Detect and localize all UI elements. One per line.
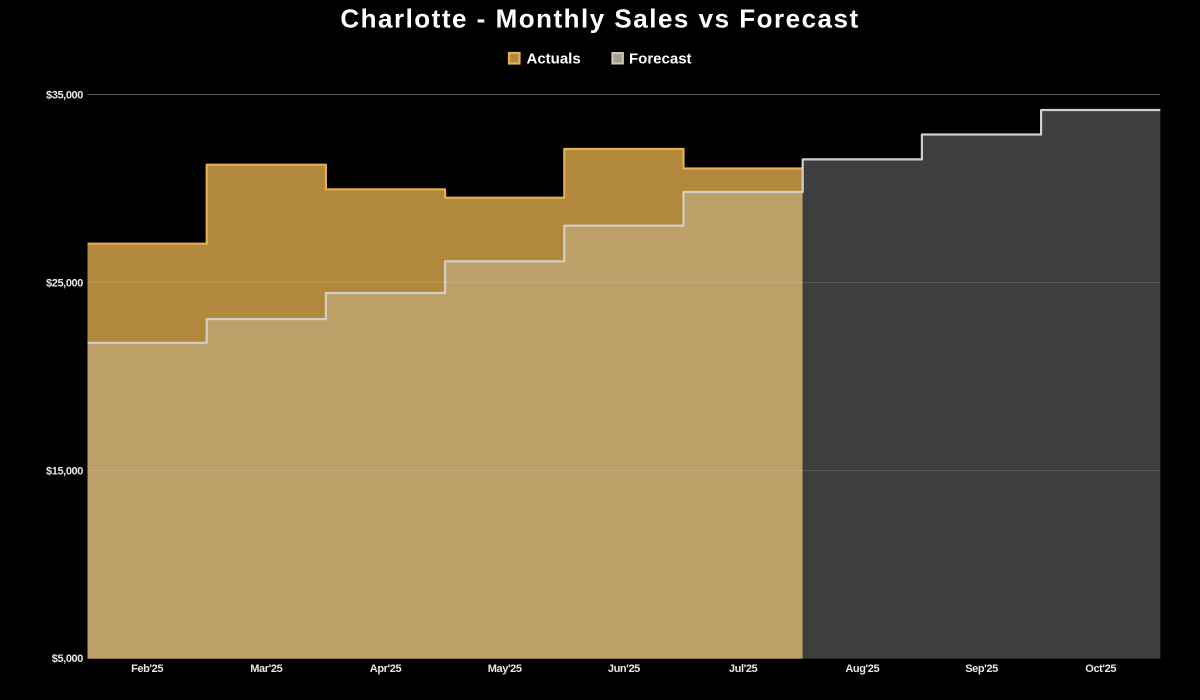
svg-text:Apr'25: Apr'25 [370,663,402,675]
svg-text:$5,000: $5,000 [52,653,84,665]
svg-text:$35,000: $35,000 [46,90,83,102]
svg-text:Forecast: Forecast [629,51,692,68]
svg-text:May'25: May'25 [488,663,522,675]
svg-text:$25,000: $25,000 [46,278,83,290]
svg-text:Feb'25: Feb'25 [131,663,163,675]
svg-text:Sep'25: Sep'25 [965,663,998,675]
svg-text:Jul'25: Jul'25 [729,663,758,675]
svg-text:Oct'25: Oct'25 [1085,663,1116,675]
svg-text:Mar'25: Mar'25 [250,663,282,675]
svg-text:Jun'25: Jun'25 [608,663,640,675]
svg-text:Charlotte - Monthly Sales vs F: Charlotte - Monthly Sales vs Forecast [340,4,859,34]
svg-text:$15,000: $15,000 [46,466,83,478]
svg-text:Aug'25: Aug'25 [845,663,879,675]
svg-text:Actuals: Actuals [527,51,581,68]
